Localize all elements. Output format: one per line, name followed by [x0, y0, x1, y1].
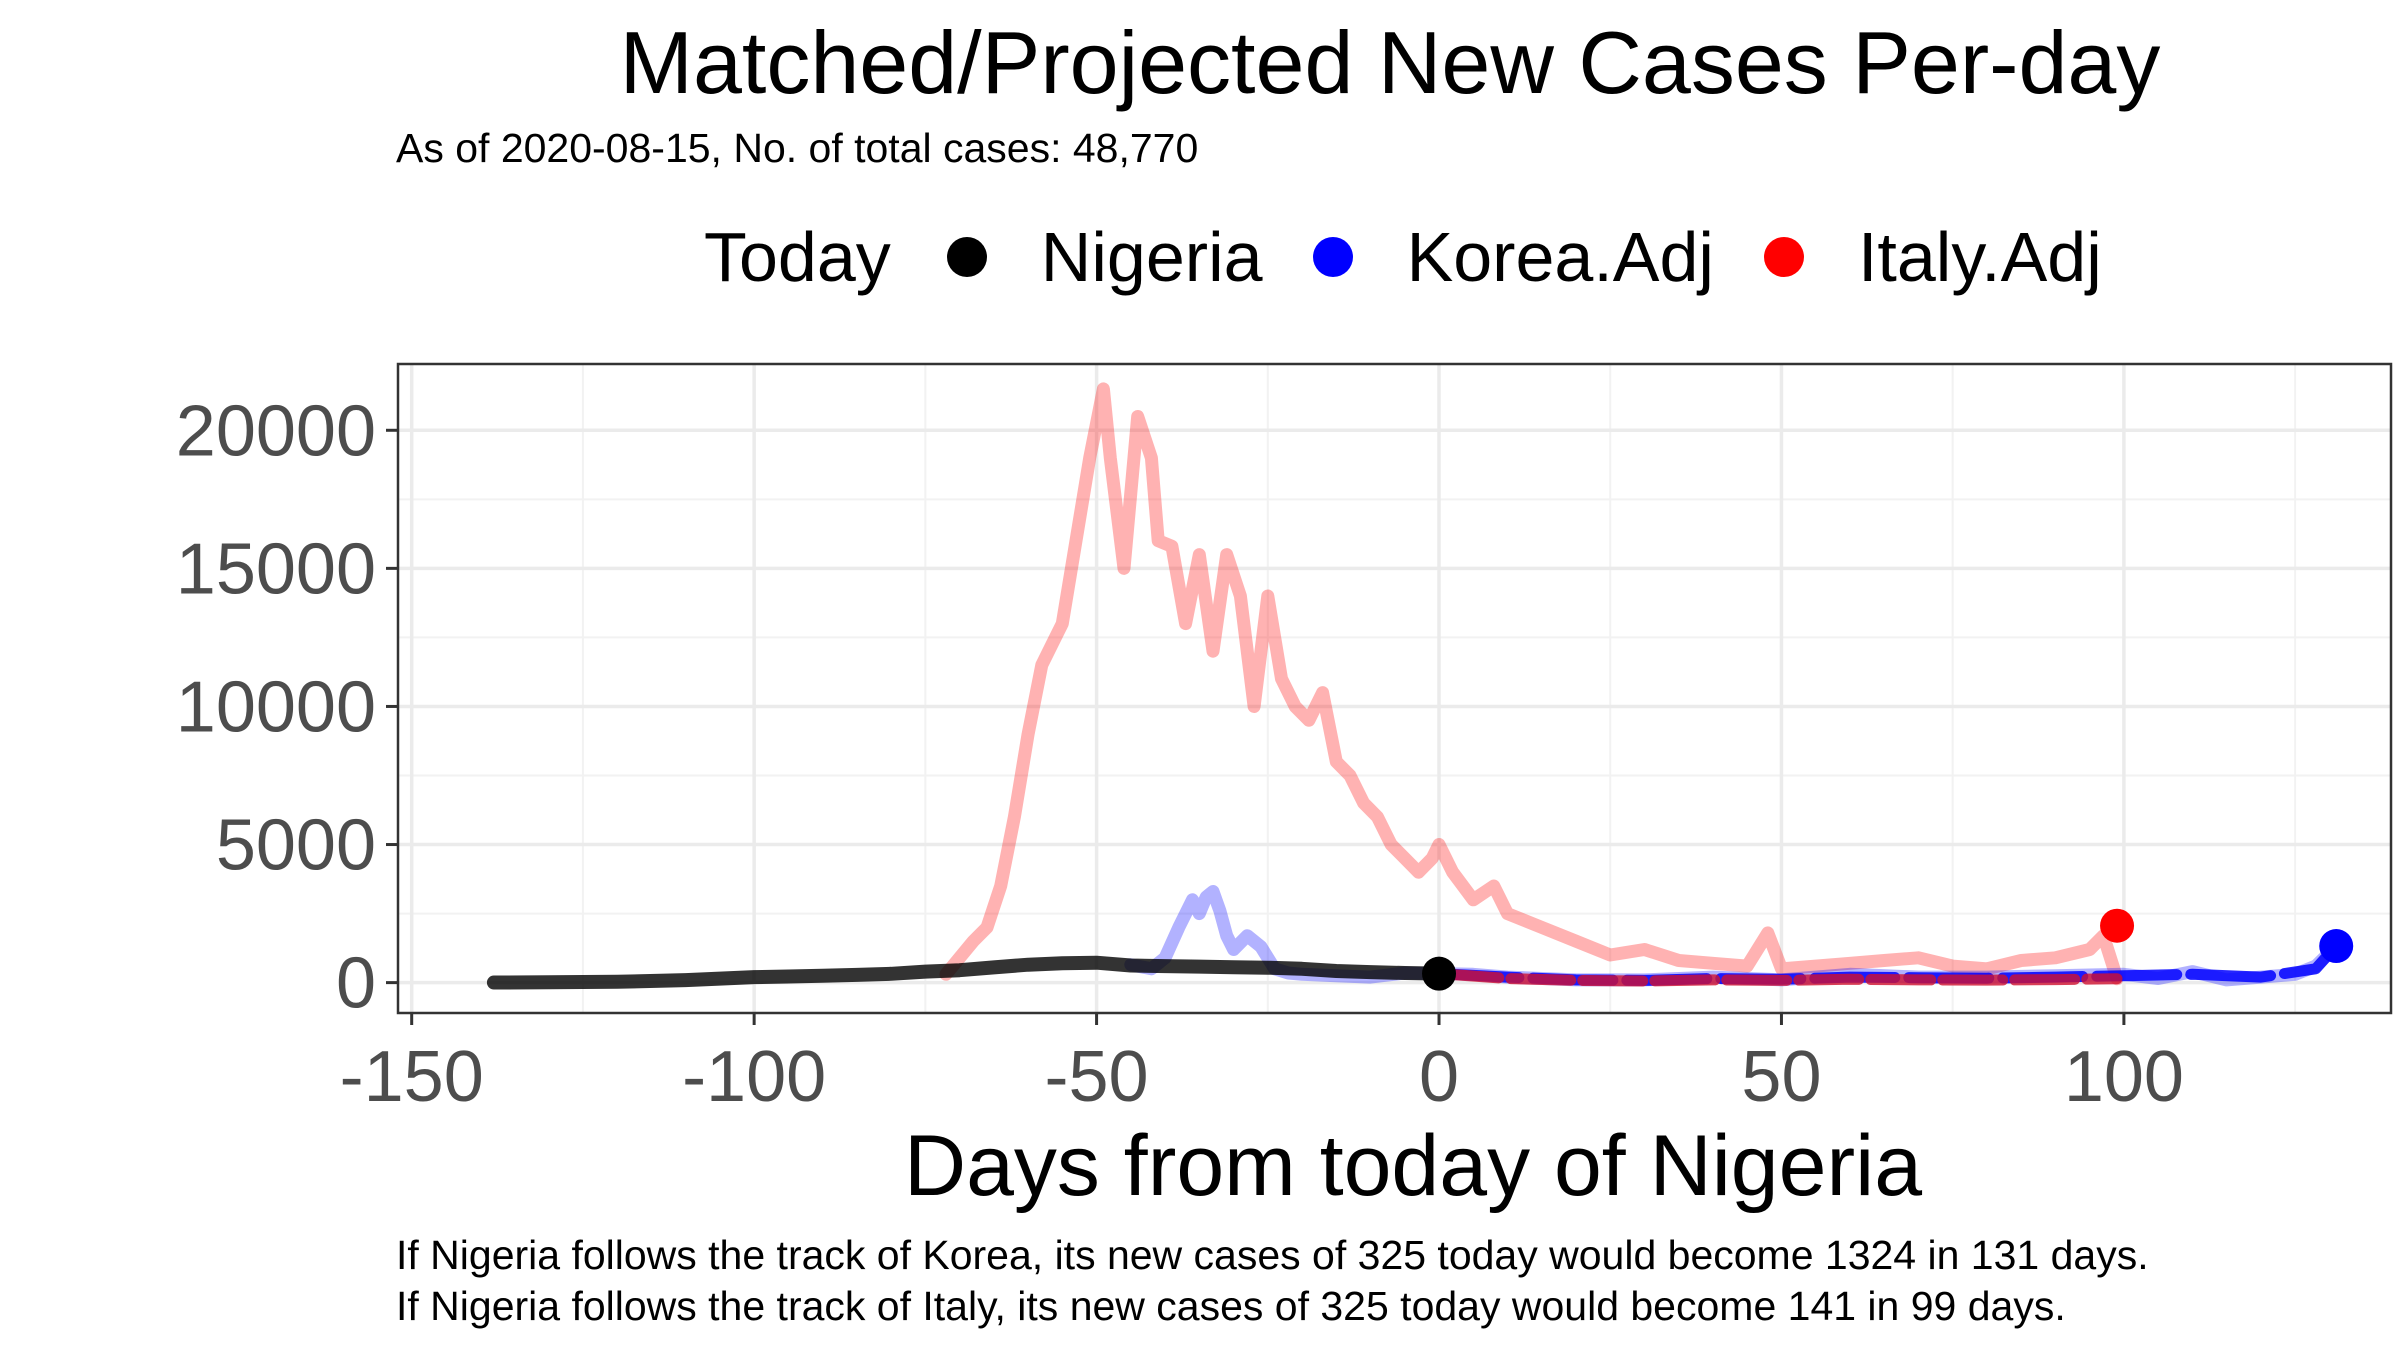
series-line-italy-adj — [939, 382, 2124, 986]
caption-korea: If Nigeria follows the track of Korea, i… — [396, 1232, 2149, 1278]
x-tick-label: 0 — [1419, 1037, 1459, 1117]
y-tick-label: 10000 — [176, 667, 376, 747]
endpoint-italy-adj — [2100, 908, 2135, 943]
y-tick-label: 0 — [336, 944, 376, 1024]
legend-title: Today — [704, 218, 891, 296]
legend-item-italy: Italy.Adj — [1763, 217, 2102, 297]
y-tick-label: 5000 — [216, 806, 376, 886]
x-tick-label: -50 — [1045, 1037, 1149, 1117]
endpoints — [1422, 908, 2354, 991]
caption-italy: If Nigeria follows the track of Italy, i… — [396, 1283, 2066, 1329]
series-lines — [486, 382, 2343, 990]
chart-title: Matched/Projected New Cases Per-day — [0, 12, 2400, 114]
endpoint-korea-adj — [2319, 929, 2354, 964]
x-tick-label: 50 — [1741, 1037, 1821, 1117]
plot-border — [396, 362, 2393, 1015]
x-tick-label: -150 — [340, 1037, 484, 1117]
legend-label-nigeria: Nigeria — [1040, 218, 1263, 296]
y-tick-label: 20000 — [176, 391, 376, 471]
legend-label-korea: Korea.Adj — [1406, 218, 1714, 296]
series-line-italy-adj-projected — [1433, 968, 2123, 987]
endpoint-nigeria — [1422, 956, 1457, 991]
axes: 0 5000 10000 15000 20000 -150 -100 -50 0 50 100 — [176, 391, 2184, 1117]
x-axis-label: Days from today of Nigeria — [904, 1118, 1922, 1214]
x-tick-label: -100 — [682, 1037, 826, 1117]
x-tick-label: 100 — [2064, 1037, 2184, 1117]
legend-swatch-korea — [1312, 237, 1353, 277]
legend-label-italy: Italy.Adj — [1857, 218, 2102, 296]
legend-swatch-nigeria — [946, 237, 987, 277]
series-line-nigeria — [486, 955, 1446, 990]
chart-title-text: Matched/Projected New Cases Per-day — [619, 13, 2161, 112]
y-tick-label: 15000 — [176, 529, 376, 609]
chart-subtitle: As of 2020-08-15, No. of total cases: 48… — [396, 125, 1199, 171]
legend-swatch-italy — [1763, 237, 1804, 277]
grid — [398, 364, 2391, 1013]
legend: Today Nigeria Korea.Adj Italy.Adj — [704, 212, 2152, 302]
legend-item-nigeria: Nigeria — [946, 217, 1263, 297]
legend-item-korea: Korea.Adj — [1312, 217, 1714, 297]
